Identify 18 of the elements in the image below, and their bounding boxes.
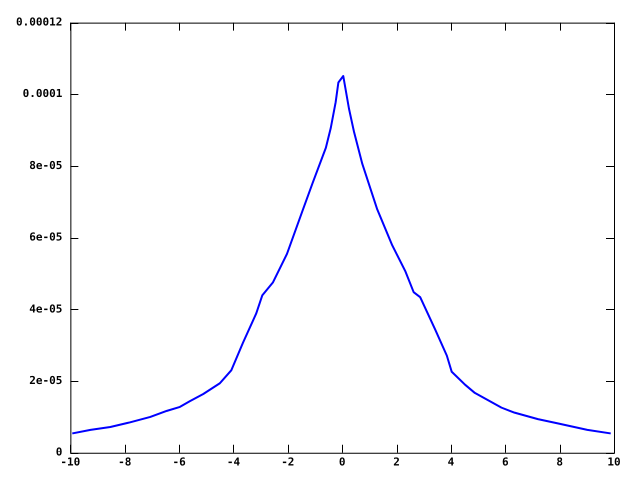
y-tick-label: 0.0001 bbox=[22, 87, 63, 100]
y-tick-label: 0 bbox=[56, 446, 62, 459]
y-tick-label: 8e-05 bbox=[29, 158, 62, 172]
x-tick-label: -4 bbox=[226, 455, 240, 468]
y-tick-label: 6e-05 bbox=[29, 230, 62, 244]
x-tick-label: -6 bbox=[172, 455, 186, 468]
y-tick-label: 4e-05 bbox=[29, 302, 62, 316]
x-tick-label: -2 bbox=[281, 455, 294, 468]
x-tick-label: 10 bbox=[607, 455, 621, 468]
y-tick-label: 2e-05 bbox=[29, 374, 62, 387]
x-tick-label: 8 bbox=[556, 455, 563, 468]
x-tick-label: 6 bbox=[502, 455, 509, 468]
x-tick-label: -10 bbox=[60, 455, 80, 468]
x-tick-label: 4 bbox=[448, 455, 455, 468]
x-tick-label: 2 bbox=[393, 455, 400, 468]
x-tick-label: 0 bbox=[338, 455, 346, 468]
y-tick-label: 0.00012 bbox=[16, 15, 62, 28]
x-tick-label: -8 bbox=[118, 455, 132, 468]
